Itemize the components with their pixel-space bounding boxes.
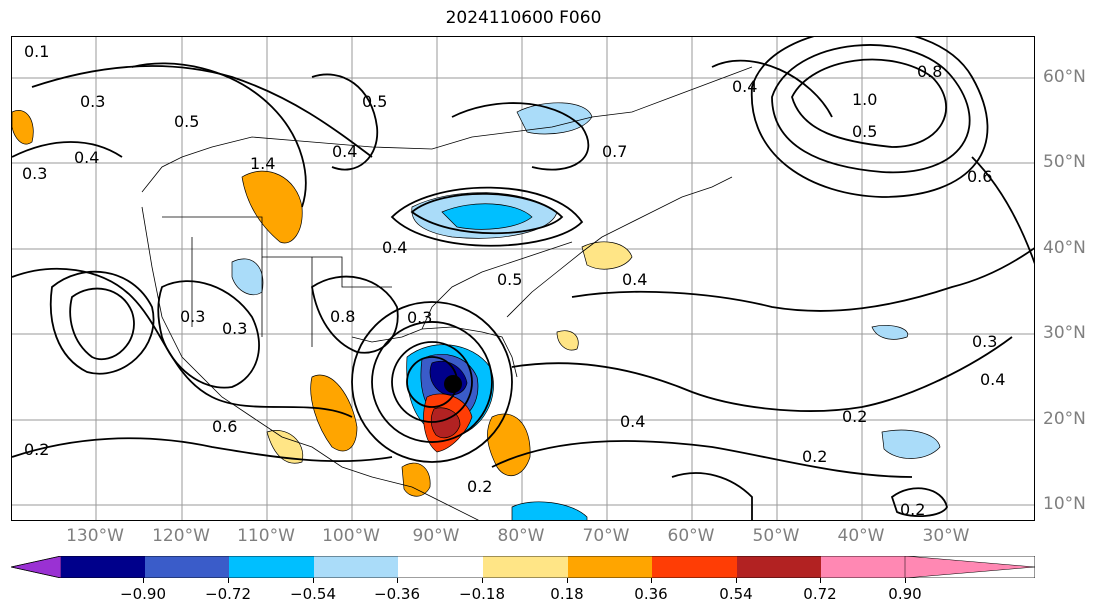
colorbar-label: −0.90: [120, 585, 166, 603]
contour-label: 0.5: [497, 270, 522, 289]
contour-label: 0.3: [22, 164, 47, 183]
contour-label-group: 0.1 0.3 0.4 0.3 1.4 0.4 0.5 0.4 0.3 0.8 …: [22, 42, 1005, 519]
contour-label: 0.6: [212, 417, 237, 436]
colorbar-segment: [398, 556, 483, 578]
colorbar-segment: [11, 556, 62, 578]
colorbar-label: −0.72: [205, 585, 251, 603]
lat-label: 20°N: [1043, 409, 1086, 429]
contour-label: 0.5: [852, 122, 877, 141]
colorbar-tick: [143, 578, 144, 583]
lon-label: 70°W: [582, 526, 630, 546]
colorbar-label: −0.54: [290, 585, 336, 603]
colorbar-label: 0.36: [634, 585, 668, 603]
lon-label: 30°W: [922, 526, 970, 546]
lat-label: 50°N: [1043, 152, 1086, 172]
contour-label: 0.4: [980, 370, 1005, 389]
colorbar-segment: [61, 556, 145, 578]
colorbar-segment: [229, 556, 314, 578]
contour-label: 0.2: [467, 477, 492, 496]
colorbar-segment: [145, 556, 229, 578]
colorbar-segment: [568, 556, 652, 578]
map-canvas: 0.1 0.3 0.4 0.3 1.4 0.4 0.5 0.4 0.3 0.8 …: [12, 37, 1034, 520]
colorbar-segment: [652, 556, 737, 578]
colorbar-tick: [482, 578, 483, 583]
colorbar-label: 0.90: [888, 585, 922, 603]
contour-label: 0.2: [900, 500, 925, 519]
colorbar-label: −0.18: [459, 585, 505, 603]
lat-label: 10°N: [1043, 494, 1086, 514]
contour-label: 0.3: [407, 308, 432, 327]
colorbar-tick: [313, 578, 314, 583]
colorbar-tick: [567, 578, 568, 583]
colorbar-segment: [904, 556, 1035, 578]
contour-label: 0.5: [174, 112, 199, 131]
lon-label: 100°W: [322, 526, 380, 546]
lat-label: 60°N: [1043, 67, 1086, 87]
contour-label: 0.4: [732, 77, 757, 96]
colorbar-segment: [821, 556, 905, 578]
contour-label: 0.2: [842, 407, 867, 426]
contour-label: 0.3: [180, 307, 205, 326]
contour-label: 0.6: [967, 167, 992, 186]
lon-label: 120°W: [152, 526, 210, 546]
coastlines: [141, 66, 753, 520]
lon-label: 40°W: [837, 526, 885, 546]
colorbar-tick: [905, 578, 906, 583]
contour-label: 1.0: [852, 90, 877, 109]
contour-label: 0.4: [622, 270, 647, 289]
contour-label: 0.3: [80, 92, 105, 111]
contour-label: 0.8: [330, 307, 355, 326]
colorbar-label: −0.36: [374, 585, 420, 603]
contour-label: 0.1: [24, 42, 49, 61]
colorbar-segment: [737, 556, 821, 578]
colorbar-label: 0.54: [719, 585, 753, 603]
contour-label: 0.5: [362, 92, 387, 111]
lat-label: 40°N: [1043, 238, 1086, 258]
colorbar-label: 0.72: [803, 585, 837, 603]
contour-label: 0.3: [972, 332, 997, 351]
contour-label: 0.2: [802, 447, 827, 466]
colorbar-segment: [483, 556, 568, 578]
contour-label: 0.4: [382, 238, 407, 257]
contour-label: 0.4: [620, 412, 645, 431]
contour-label: 0.7: [602, 142, 627, 161]
map-panel: 0.1 0.3 0.4 0.3 1.4 0.4 0.5 0.4 0.3 0.8 …: [11, 36, 1035, 521]
anomaly-fill: [12, 102, 941, 520]
colorbar: [11, 556, 1035, 578]
contour-label: 0.2: [24, 440, 49, 459]
colorbar-segment: [314, 556, 398, 578]
map-title: 2024110600 F060: [445, 8, 602, 28]
low-center-marker: [444, 375, 462, 393]
contour-lines: [12, 37, 1034, 520]
lon-label: 130°W: [66, 526, 124, 546]
colorbar-tick: [397, 578, 398, 583]
contour-label: 0.4: [74, 148, 99, 167]
contour-label: 1.4: [250, 154, 275, 173]
colorbar-tick: [736, 578, 737, 583]
lon-label: 60°W: [667, 526, 715, 546]
colorbar-label: 0.18: [550, 585, 584, 603]
lon-label: 90°W: [412, 526, 460, 546]
lon-label: 110°W: [237, 526, 295, 546]
colorbar-tick: [651, 578, 652, 583]
colorbar-tick: [228, 578, 229, 583]
lon-label: 80°W: [497, 526, 545, 546]
lon-label: 50°W: [752, 526, 800, 546]
contour-label: 0.4: [332, 142, 357, 161]
contour-label: 0.8: [917, 62, 942, 81]
lat-label: 30°N: [1043, 323, 1086, 343]
contour-label: 0.3: [222, 319, 247, 338]
colorbar-tick: [820, 578, 821, 583]
